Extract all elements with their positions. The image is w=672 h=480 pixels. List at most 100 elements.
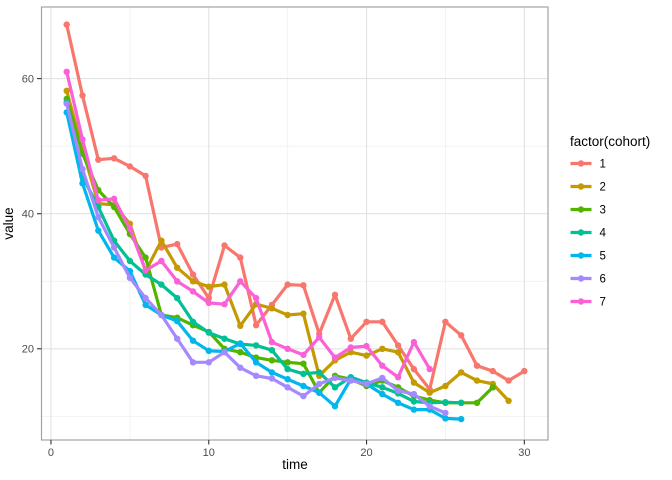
legend: 1 2 3 4 5 6 7 [570, 159, 607, 309]
legend-key-point [577, 252, 585, 259]
data-point [331, 291, 339, 298]
data-point [268, 338, 276, 346]
data-point [284, 345, 291, 352]
data-point [142, 301, 149, 309]
data-point [426, 403, 433, 410]
data-point [189, 359, 197, 366]
data-point [237, 278, 244, 285]
data-point [426, 365, 433, 373]
data-point [95, 156, 102, 163]
data-point [268, 305, 276, 312]
data-point [110, 254, 118, 261]
data-point [300, 360, 307, 367]
data-point [189, 278, 197, 285]
data-point [316, 369, 323, 376]
x-axis-title: time [282, 457, 308, 472]
data-point [300, 382, 307, 390]
data-point [205, 359, 212, 366]
y-tick-label: 20 [22, 344, 34, 356]
data-point [410, 406, 418, 413]
data-point [126, 257, 134, 265]
data-point [300, 392, 307, 400]
series-points-7 [63, 68, 433, 381]
legend-item-4: 4 [570, 228, 607, 240]
data-point [79, 92, 86, 99]
x-tick-label: 0 [48, 447, 54, 459]
data-point [394, 374, 402, 381]
data-point [442, 399, 449, 406]
data-point [95, 213, 102, 221]
data-point [442, 318, 449, 325]
data-point [410, 398, 418, 405]
data-point [316, 334, 323, 341]
data-point [189, 318, 197, 325]
data-point [237, 254, 244, 261]
data-point [316, 380, 323, 388]
data-point [237, 364, 244, 371]
legend-title: factor(cohort) [570, 134, 650, 149]
data-point [79, 150, 86, 157]
data-point [410, 390, 418, 398]
data-point [189, 288, 197, 295]
data-point [158, 237, 165, 244]
data-point [174, 240, 181, 248]
y-tick-label: 40 [22, 209, 34, 221]
legend-label: 4 [600, 228, 607, 240]
data-point [174, 335, 181, 342]
data-point [473, 377, 481, 384]
data-point [442, 382, 449, 390]
data-point [458, 399, 465, 406]
data-point [174, 278, 181, 285]
legend-key-point [577, 298, 585, 305]
data-point [126, 274, 134, 282]
legend-item-5: 5 [570, 251, 606, 263]
panel-border-rect [40, 6, 549, 441]
data-point [379, 384, 386, 391]
legend-item-7: 7 [570, 297, 606, 309]
data-point [379, 374, 386, 382]
legend-item-1: 1 [570, 159, 606, 171]
data-point [142, 172, 149, 180]
data-point [110, 244, 118, 251]
legend-key-point [577, 275, 585, 282]
data-point [63, 100, 70, 107]
data-point [284, 359, 291, 366]
data-point [205, 283, 212, 290]
data-point [63, 68, 70, 76]
data-point [252, 294, 260, 302]
data-point [347, 335, 354, 342]
x-tick-label: 30 [518, 447, 530, 459]
data-point [174, 294, 181, 302]
data-point [110, 155, 118, 162]
data-point [221, 301, 228, 308]
data-point [126, 163, 134, 170]
data-point [300, 310, 307, 317]
data-point [363, 380, 370, 388]
data-point [63, 21, 70, 28]
data-point [252, 359, 260, 366]
legend-label: 1 [600, 159, 606, 171]
data-point [505, 397, 512, 404]
data-point [394, 342, 402, 349]
grid-major [41, 7, 548, 440]
series-points-6 [63, 100, 449, 417]
data-point [394, 387, 402, 394]
data-point [237, 322, 244, 329]
legend-key-point [577, 183, 585, 190]
y-tick-label: 60 [22, 73, 34, 85]
data-point [268, 369, 276, 376]
data-point [394, 349, 402, 356]
data-point [95, 197, 102, 204]
panel-border [40, 6, 549, 441]
data-point [221, 242, 228, 249]
data-point [379, 390, 386, 398]
data-point [221, 349, 228, 356]
data-point [331, 354, 339, 361]
data-point [458, 415, 465, 423]
legend-key-point [577, 206, 585, 213]
data-point [379, 362, 386, 369]
data-point [252, 372, 260, 379]
x-tick-label: 20 [360, 447, 372, 459]
data-point [142, 254, 149, 261]
